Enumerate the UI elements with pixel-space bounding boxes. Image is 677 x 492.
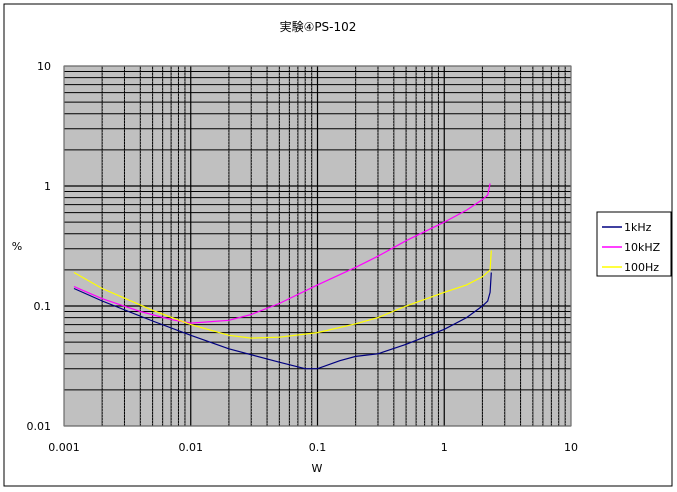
legend-label: 1kHz [624, 221, 652, 234]
legend-label: 100Hz [624, 261, 659, 274]
x-tick-label: 0.001 [48, 441, 80, 454]
y-tick-label: 0.1 [34, 300, 52, 313]
y-tick-label: 0.01 [27, 420, 52, 433]
legend-box [596, 211, 672, 277]
series-line [73, 272, 492, 370]
plot-border [63, 65, 572, 427]
x-tick-label: 1 [441, 441, 448, 454]
series-line [73, 183, 491, 324]
x-tick-label: 10 [564, 441, 578, 454]
x-axis-label: W [312, 462, 323, 475]
x-axis-ticks: 0.001 0.01 0.1 1 10 [48, 441, 578, 454]
y-axis-label: % [12, 240, 22, 253]
series-line [73, 250, 492, 339]
x-tick-label: 0.1 [309, 441, 327, 454]
y-tick-label: 1 [44, 180, 51, 193]
series-lines [73, 183, 492, 370]
legend-label: 10kHZ [624, 241, 661, 254]
x-tick-label: 0.01 [179, 441, 204, 454]
chart-title: 実験④PS-102 [280, 19, 357, 34]
y-tick-label: 10 [37, 60, 51, 73]
legend: 1kHz 10kHZ 100Hz [596, 211, 672, 277]
y-axis-ticks: 0.01 0.1 1 10 [27, 60, 52, 433]
